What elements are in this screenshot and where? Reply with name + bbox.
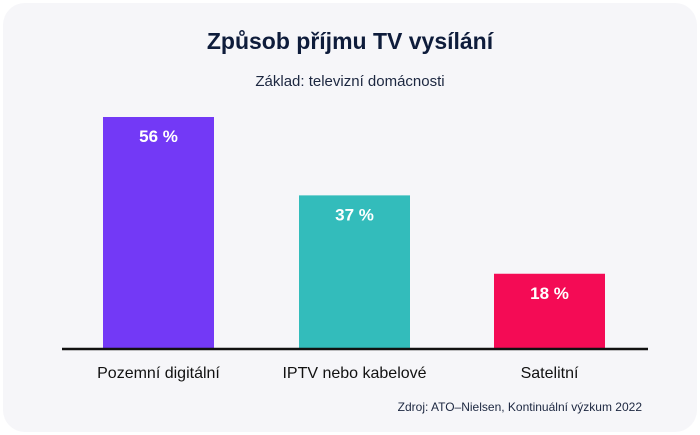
chart-title: Způsob příjmu TV vysílání bbox=[206, 28, 494, 54]
category-label: Pozemní digitální bbox=[97, 365, 220, 382]
bar-3 bbox=[494, 273, 605, 348]
chart-subtitle: Základ: televizní domácnosti bbox=[255, 73, 445, 90]
chart-source: Zdroj: ATO–Nielsen, Kontinuální výzkum 2… bbox=[397, 400, 642, 414]
category-label: IPTV nebo kabelové bbox=[282, 365, 426, 382]
data-label: 56 % bbox=[139, 127, 178, 146]
data-label: 37 % bbox=[335, 205, 374, 224]
data-label: 18 % bbox=[530, 284, 569, 303]
bar-2 bbox=[299, 195, 410, 348]
category-label: Satelitní bbox=[521, 365, 579, 382]
bar-1 bbox=[103, 117, 214, 348]
